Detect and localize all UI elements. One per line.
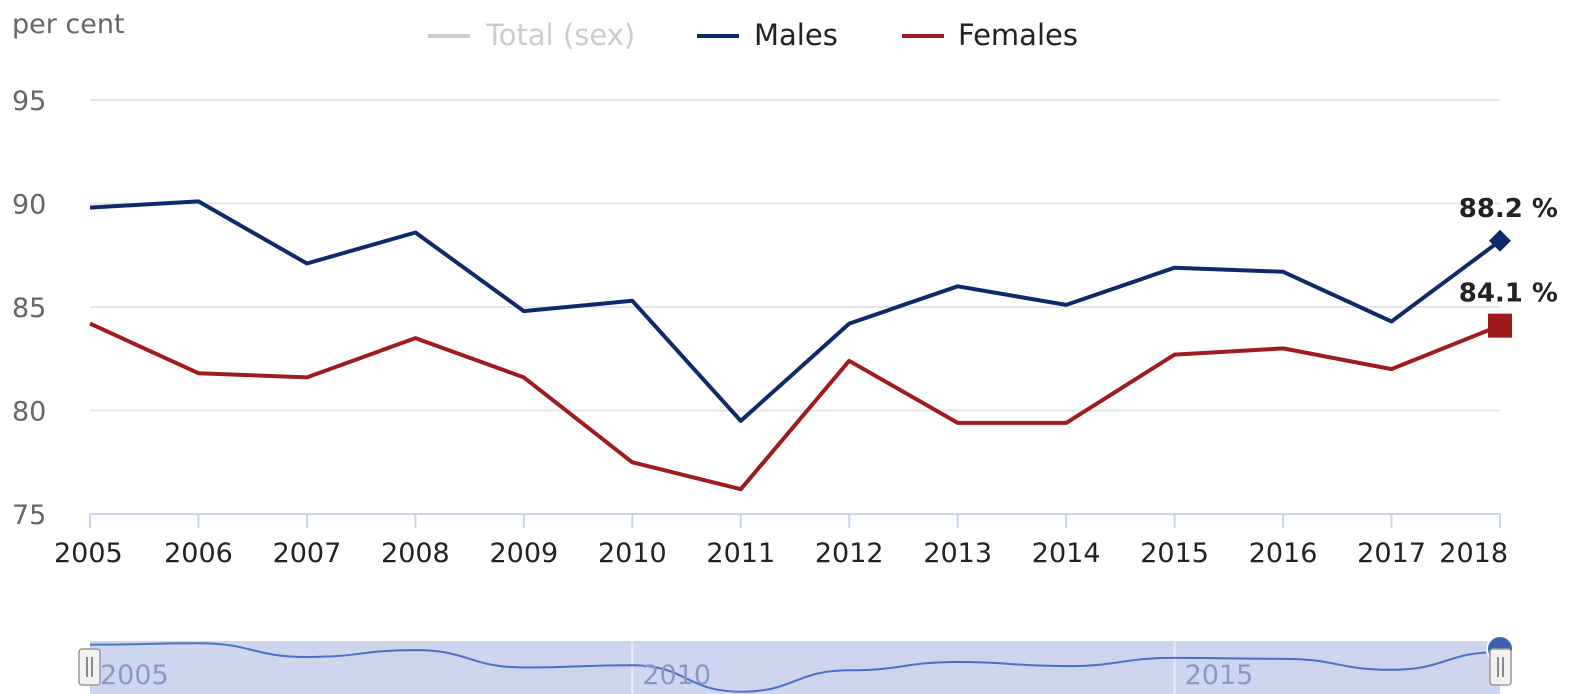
data-point-males[interactable] xyxy=(80,198,100,218)
data-point-males[interactable] xyxy=(622,291,642,311)
y-unit-label: per cent xyxy=(12,9,125,40)
data-point-females[interactable] xyxy=(1273,338,1293,358)
data-label-males: 88.2 % xyxy=(1459,194,1558,224)
navigator-series-line xyxy=(89,642,1501,693)
navigator-ticks: 2005 2010 2015 xyxy=(100,660,1253,691)
navigator-handle-right[interactable] xyxy=(1489,648,1512,686)
data-point-females[interactable] xyxy=(1382,359,1402,379)
x-axis: 2005 2006 2007 2008 2009 2010 2011 2012 2013 2014… xyxy=(54,513,1508,569)
x-tick-label: 2015 xyxy=(1140,538,1209,569)
navigator-handle-left[interactable] xyxy=(78,648,101,686)
data-point-males[interactable] xyxy=(188,191,208,211)
data-point-females[interactable] xyxy=(948,413,968,433)
x-tick-label: 2017 xyxy=(1357,538,1426,569)
x-tick-label: 2006 xyxy=(164,538,233,569)
y-axis: 95 90 85 80 75 xyxy=(12,86,46,531)
data-point-females[interactable] xyxy=(731,479,751,499)
data-point-males[interactable] xyxy=(405,222,425,242)
navigator-tick-label: 2010 xyxy=(642,660,711,691)
x-tick-label: 2007 xyxy=(273,538,342,569)
data-point-males[interactable] xyxy=(1273,262,1293,282)
data-point-females[interactable] xyxy=(80,314,100,334)
y-tick-label: 90 xyxy=(12,190,46,221)
x-tick-label: 2014 xyxy=(1032,538,1101,569)
navigator[interactable]: 2005 2010 2015 xyxy=(78,635,1514,694)
data-point-females[interactable] xyxy=(1165,345,1185,365)
y-tick-label: 75 xyxy=(12,500,46,531)
legend-label-total: Total (sex) xyxy=(485,18,635,52)
legend-item-males[interactable]: Males xyxy=(697,18,838,52)
data-point-males[interactable] xyxy=(514,301,534,321)
data-labels: 88.2 % 84.1 % xyxy=(1459,194,1558,309)
legend: Total (sex) Males Females xyxy=(428,18,1078,52)
x-tick-label: 2016 xyxy=(1249,538,1318,569)
x-tick-label: 2009 xyxy=(489,538,558,569)
y-tick-label: 95 xyxy=(12,86,46,117)
data-point-males[interactable] xyxy=(1056,295,1076,315)
legend-label-females: Females xyxy=(958,18,1078,52)
data-point-males[interactable] xyxy=(839,314,859,334)
data-point-males[interactable] xyxy=(297,254,317,274)
data-label-females: 84.1 % xyxy=(1459,279,1558,309)
data-point-females[interactable] xyxy=(297,367,317,387)
navigator-tick-label: 2005 xyxy=(100,660,169,691)
x-tick-label: 2012 xyxy=(815,538,884,569)
y-tick-label: 85 xyxy=(12,293,46,324)
series-line-females[interactable] xyxy=(89,321,1501,492)
legend-label-males: Males xyxy=(754,18,838,52)
navigator-selected-range[interactable] xyxy=(90,641,1500,694)
data-point-females[interactable] xyxy=(188,363,208,383)
data-point-males[interactable] xyxy=(948,276,968,296)
x-tick-label: 2010 xyxy=(598,538,667,569)
end-marker-males[interactable] xyxy=(1489,229,1511,252)
navigator-tick-label: 2015 xyxy=(1185,660,1254,691)
data-point-females[interactable] xyxy=(405,328,425,348)
data-point-females[interactable] xyxy=(839,351,859,371)
legend-item-total[interactable]: Total (sex) xyxy=(428,18,635,52)
x-tick-label: 2005 xyxy=(54,538,123,569)
navigator-grid xyxy=(631,641,1176,694)
series-group xyxy=(80,191,1512,499)
legend-item-females[interactable]: Females xyxy=(902,18,1078,52)
y-tick-label: 80 xyxy=(12,397,46,428)
end-marker-females[interactable] xyxy=(1488,313,1512,338)
data-point-males[interactable] xyxy=(1165,258,1185,278)
data-point-males[interactable] xyxy=(731,411,751,431)
x-tick-label: 2008 xyxy=(381,538,450,569)
x-tick-label: 2011 xyxy=(706,538,775,569)
data-point-females[interactable] xyxy=(514,367,534,387)
series-line-males[interactable] xyxy=(89,199,1502,423)
grid-lines xyxy=(90,99,1500,412)
data-point-females[interactable] xyxy=(1056,413,1076,433)
x-tick-label: 2018 xyxy=(1439,538,1508,569)
data-point-females[interactable] xyxy=(622,452,642,472)
data-point-males[interactable] xyxy=(1382,311,1402,331)
x-tick-label: 2013 xyxy=(923,538,992,569)
